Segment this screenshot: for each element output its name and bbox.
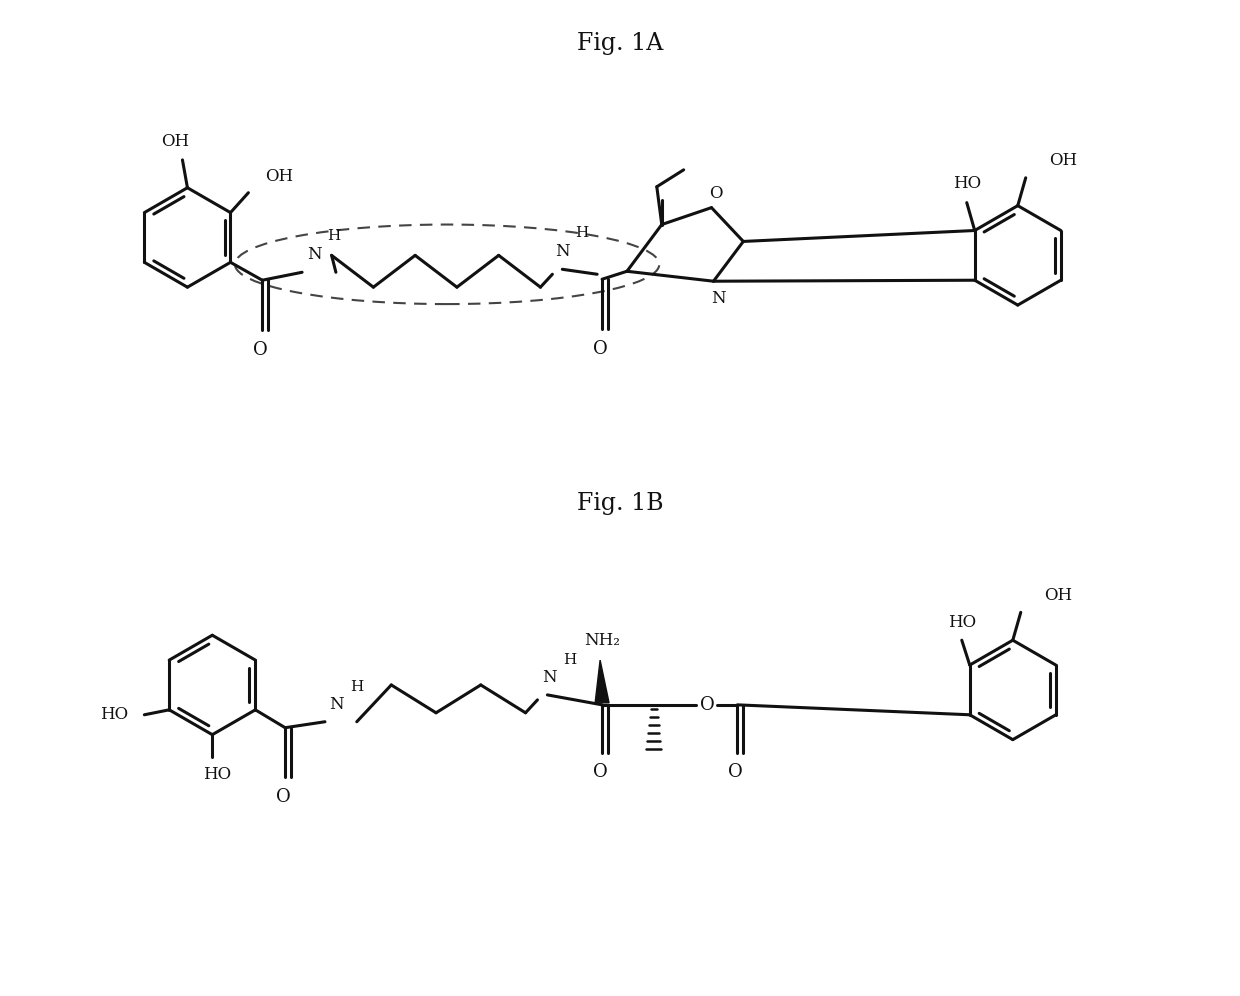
- Text: O: O: [728, 764, 743, 782]
- Text: O: O: [275, 788, 290, 807]
- Text: Fig. 1B: Fig. 1B: [577, 492, 663, 516]
- Text: H: H: [350, 680, 363, 694]
- Text: N: N: [542, 669, 557, 686]
- Text: O: O: [593, 764, 608, 782]
- Text: HO: HO: [952, 175, 981, 192]
- Text: O: O: [253, 341, 268, 359]
- Text: N: N: [330, 696, 345, 713]
- Text: OH: OH: [1049, 152, 1078, 169]
- Polygon shape: [595, 660, 609, 703]
- Text: H: H: [563, 653, 575, 667]
- Text: OH: OH: [1044, 587, 1073, 604]
- Text: HO: HO: [947, 614, 976, 630]
- Text: OH: OH: [161, 132, 190, 149]
- Text: NH₂: NH₂: [584, 631, 620, 648]
- Text: OH: OH: [265, 168, 294, 185]
- Text: O: O: [593, 340, 608, 358]
- Text: O: O: [701, 696, 715, 714]
- Text: N: N: [711, 290, 725, 307]
- Text: O: O: [709, 185, 722, 202]
- Text: N: N: [556, 243, 569, 260]
- Text: H: H: [327, 229, 341, 243]
- Text: Fig. 1A: Fig. 1A: [577, 32, 663, 55]
- Text: H: H: [575, 226, 589, 240]
- Text: HO: HO: [203, 766, 232, 783]
- Text: N: N: [306, 246, 321, 263]
- Text: HO: HO: [100, 706, 129, 723]
